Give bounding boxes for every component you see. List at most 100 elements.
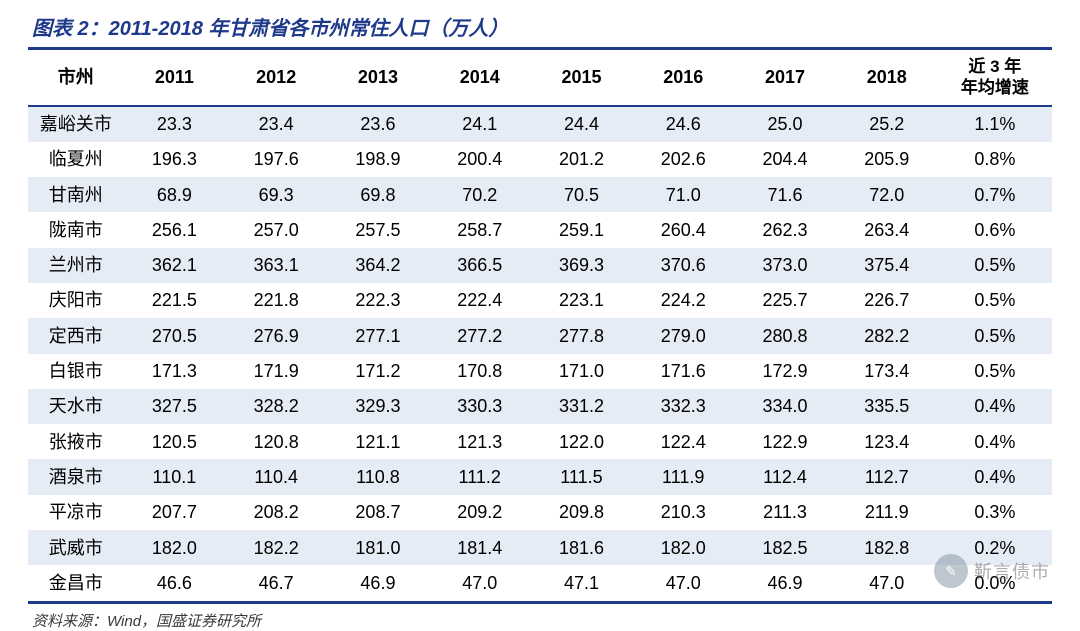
cell-value: 23.4 [225, 106, 327, 142]
cell-value: 257.0 [225, 212, 327, 247]
cell-value: 69.3 [225, 177, 327, 212]
cell-value: 202.6 [632, 142, 734, 177]
cell-value: 46.9 [734, 565, 836, 600]
table-row: 嘉峪关市23.323.423.624.124.424.625.025.21.1% [28, 106, 1052, 142]
cell-value: 335.5 [836, 389, 938, 424]
cell-value: 70.5 [531, 177, 633, 212]
cell-value: 208.7 [327, 495, 429, 530]
row-label: 酒泉市 [28, 459, 124, 494]
table-row: 甘南州68.969.369.870.270.571.071.672.00.7% [28, 177, 1052, 212]
cell-value: 198.9 [327, 142, 429, 177]
cell-value: 225.7 [734, 283, 836, 318]
cell-value: 208.2 [225, 495, 327, 530]
cell-value: 196.3 [124, 142, 226, 177]
cell-value: 201.2 [531, 142, 633, 177]
cell-value: 112.7 [836, 459, 938, 494]
cell-value: 366.5 [429, 248, 531, 283]
table-row: 金昌市46.646.746.947.047.147.046.947.00.0% [28, 565, 1052, 600]
cell-value: 226.7 [836, 283, 938, 318]
cell-value: 209.2 [429, 495, 531, 530]
cell-value: 172.9 [734, 354, 836, 389]
cell-value: 110.4 [225, 459, 327, 494]
row-label: 兰州市 [28, 248, 124, 283]
cell-value: 171.9 [225, 354, 327, 389]
cell-value: 120.8 [225, 424, 327, 459]
cell-value: 223.1 [531, 283, 633, 318]
row-label: 白银市 [28, 354, 124, 389]
cell-value: 207.7 [124, 495, 226, 530]
cell-value: 110.1 [124, 459, 226, 494]
cell-value: 120.5 [124, 424, 226, 459]
cell-value: 122.9 [734, 424, 836, 459]
table-row: 天水市327.5328.2329.3330.3331.2332.3334.033… [28, 389, 1052, 424]
cell-value: 111.5 [531, 459, 633, 494]
cell-value: 68.9 [124, 177, 226, 212]
cell-value: 171.3 [124, 354, 226, 389]
cell-value: 171.0 [531, 354, 633, 389]
cell-value: 257.5 [327, 212, 429, 247]
cell-value: 123.4 [836, 424, 938, 459]
cell-value: 182.0 [124, 530, 226, 565]
table-row: 白银市171.3171.9171.2170.8171.0171.6172.917… [28, 354, 1052, 389]
cell-value: 277.1 [327, 318, 429, 353]
cell-growth: 0.3% [938, 495, 1052, 530]
cell-value: 173.4 [836, 354, 938, 389]
row-label: 嘉峪关市 [28, 106, 124, 142]
cell-value: 263.4 [836, 212, 938, 247]
watermark-icon: ✎ [934, 554, 968, 588]
cell-value: 25.0 [734, 106, 836, 142]
cell-growth: 0.5% [938, 318, 1052, 353]
cell-value: 46.6 [124, 565, 226, 600]
cell-value: 46.7 [225, 565, 327, 600]
cell-value: 24.1 [429, 106, 531, 142]
row-label: 陇南市 [28, 212, 124, 247]
row-label: 武威市 [28, 530, 124, 565]
cell-value: 224.2 [632, 283, 734, 318]
cell-value: 222.4 [429, 283, 531, 318]
cell-value: 24.6 [632, 106, 734, 142]
cell-value: 122.0 [531, 424, 633, 459]
table-wrap: 市州20112012201320142015201620172018近 3 年年… [28, 47, 1052, 604]
table-row: 庆阳市221.5221.8222.3222.4223.1224.2225.722… [28, 283, 1052, 318]
cell-growth: 0.5% [938, 248, 1052, 283]
cell-value: 363.1 [225, 248, 327, 283]
cell-value: 221.8 [225, 283, 327, 318]
cell-value: 277.2 [429, 318, 531, 353]
row-label: 天水市 [28, 389, 124, 424]
cell-value: 71.6 [734, 177, 836, 212]
table-row: 陇南市256.1257.0257.5258.7259.1260.4262.326… [28, 212, 1052, 247]
col-header-growth: 近 3 年年均增速 [938, 50, 1052, 106]
cell-value: 171.2 [327, 354, 429, 389]
col-header-year: 2016 [632, 50, 734, 106]
cell-value: 211.3 [734, 495, 836, 530]
cell-value: 122.4 [632, 424, 734, 459]
row-label: 张掖市 [28, 424, 124, 459]
cell-value: 200.4 [429, 142, 531, 177]
cell-value: 182.2 [225, 530, 327, 565]
cell-value: 110.8 [327, 459, 429, 494]
cell-value: 259.1 [531, 212, 633, 247]
population-table: 市州20112012201320142015201620172018近 3 年年… [28, 50, 1052, 601]
header-row: 市州20112012201320142015201620172018近 3 年年… [28, 50, 1052, 106]
cell-value: 46.9 [327, 565, 429, 600]
cell-value: 182.0 [632, 530, 734, 565]
cell-value: 279.0 [632, 318, 734, 353]
cell-value: 197.6 [225, 142, 327, 177]
cell-value: 205.9 [836, 142, 938, 177]
table-row: 临夏州196.3197.6198.9200.4201.2202.6204.420… [28, 142, 1052, 177]
cell-value: 23.6 [327, 106, 429, 142]
cell-value: 121.1 [327, 424, 429, 459]
cell-value: 260.4 [632, 212, 734, 247]
cell-value: 362.1 [124, 248, 226, 283]
col-header-year: 2017 [734, 50, 836, 106]
cell-value: 24.4 [531, 106, 633, 142]
cell-growth: 1.1% [938, 106, 1052, 142]
cell-value: 375.4 [836, 248, 938, 283]
table-row: 武威市182.0182.2181.0181.4181.6182.0182.518… [28, 530, 1052, 565]
row-label: 金昌市 [28, 565, 124, 600]
table-row: 平凉市207.7208.2208.7209.2209.8210.3211.321… [28, 495, 1052, 530]
cell-value: 258.7 [429, 212, 531, 247]
source-note: 资料来源：Wind，国盛证券研究所 [28, 610, 1052, 631]
cell-growth: 0.5% [938, 283, 1052, 318]
cell-value: 280.8 [734, 318, 836, 353]
